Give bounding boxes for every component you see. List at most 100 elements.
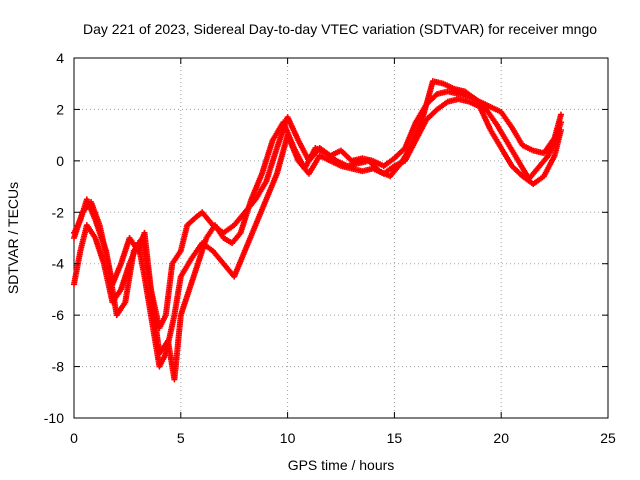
interpolated-markers xyxy=(71,211,85,240)
interpolated-markers xyxy=(249,172,265,201)
interpolated-markers xyxy=(499,146,514,168)
interpolated-markers xyxy=(92,236,107,265)
interpolated-markers xyxy=(402,121,419,150)
interpolated-markers xyxy=(242,223,258,253)
interpolated-markers xyxy=(484,107,499,127)
interpolated-markers xyxy=(139,236,154,291)
interpolated-markers xyxy=(270,120,286,142)
interpolated-markers xyxy=(306,154,322,176)
interpolated-markers xyxy=(419,79,436,121)
interpolated-markers xyxy=(263,172,280,201)
x-tick-label: 5 xyxy=(177,430,185,446)
interpolated-markers xyxy=(178,223,190,253)
interpolated-markers xyxy=(477,105,493,132)
x-tick-label: 25 xyxy=(600,430,616,446)
interpolated-markers xyxy=(499,110,514,129)
axis-ticks: 0 5 10 15 20 25 -10 -8 -6 -4 -2 0 2 4 xyxy=(44,50,616,446)
x-tick-label: 15 xyxy=(387,430,403,446)
interpolated-markers xyxy=(510,164,525,178)
interpolated-markers xyxy=(118,236,132,265)
y-tick-label: -2 xyxy=(52,204,65,220)
interpolated-markers xyxy=(435,99,450,112)
interpolated-markers xyxy=(467,99,482,109)
series-track-3 xyxy=(71,78,565,383)
interpolated-markers xyxy=(194,210,204,220)
interpolated-markers xyxy=(185,215,198,227)
interpolated-markers xyxy=(489,104,503,115)
interpolated-markers xyxy=(178,288,192,317)
interpolated-markers xyxy=(371,158,385,169)
interpolated-markers xyxy=(77,223,90,253)
interpolated-markers xyxy=(392,146,407,160)
interpolated-markers xyxy=(367,159,382,173)
interpolated-markers xyxy=(232,210,247,227)
grid xyxy=(74,58,608,418)
interpolated-markers xyxy=(442,81,456,91)
interpolated-markers xyxy=(263,146,280,183)
y-tick-label: 2 xyxy=(56,101,64,117)
interpolated-markers xyxy=(274,133,291,175)
interpolated-markers xyxy=(84,223,98,240)
data-point xyxy=(558,119,565,126)
y-tick-label: 0 xyxy=(56,153,64,169)
interpolated-markers xyxy=(329,158,343,169)
chart-title: Day 221 of 2023, Sidereal Day-to-day VTE… xyxy=(83,21,597,37)
interpolated-markers xyxy=(148,288,163,355)
interpolated-markers xyxy=(157,352,168,368)
interpolated-markers xyxy=(335,158,349,169)
interpolated-markers xyxy=(314,145,328,156)
interpolated-markers xyxy=(527,167,540,181)
x-axis-label: GPS time / hours xyxy=(288,457,395,473)
interpolated-markers xyxy=(171,275,184,317)
interpolated-markers xyxy=(296,139,312,163)
interpolated-markers xyxy=(545,133,560,157)
interpolated-markers xyxy=(463,89,478,102)
interpolated-markers xyxy=(222,223,236,235)
interpolated-markers xyxy=(409,118,425,147)
interpolated-markers xyxy=(253,180,269,201)
interpolated-markers xyxy=(531,174,546,186)
y-tick-label: -8 xyxy=(52,359,65,375)
interpolated-markers xyxy=(211,249,226,266)
interpolated-markers xyxy=(318,153,332,163)
interpolated-markers xyxy=(388,161,403,178)
data-point xyxy=(558,111,565,118)
interpolated-markers xyxy=(339,148,354,163)
interpolated-markers xyxy=(324,151,339,163)
interpolated-markers xyxy=(213,223,226,240)
interpolated-markers xyxy=(186,262,201,291)
interpolated-markers xyxy=(494,123,510,145)
interpolated-markers xyxy=(302,146,318,170)
interpolated-markers xyxy=(281,121,297,150)
interpolated-markers xyxy=(285,115,301,142)
y-tick-label: -4 xyxy=(52,256,65,272)
x-tick-label: 10 xyxy=(280,430,296,446)
interpolated-markers xyxy=(238,198,254,235)
interpolated-markers xyxy=(97,223,111,265)
interpolated-markers xyxy=(382,156,396,168)
interpolated-markers xyxy=(122,249,137,304)
interpolated-markers xyxy=(114,300,128,317)
y-tick-label: -6 xyxy=(52,307,65,323)
interpolated-markers xyxy=(259,139,276,175)
y-tick-label: -10 xyxy=(44,410,64,426)
interpolated-markers xyxy=(105,262,120,317)
interpolated-markers xyxy=(488,128,504,150)
interpolated-markers xyxy=(516,159,531,181)
interpolated-markers xyxy=(171,313,184,381)
x-tick-label: 20 xyxy=(493,430,509,446)
data-marks xyxy=(71,78,565,383)
interpolated-markers xyxy=(231,249,248,278)
interpolated-markers xyxy=(509,126,525,147)
interpolated-markers xyxy=(200,210,215,227)
y-axis-label: SDTVAR / TECUs xyxy=(5,182,21,294)
interpolated-markers xyxy=(291,146,307,170)
interpolated-markers xyxy=(88,200,102,227)
interpolated-markers xyxy=(141,275,156,330)
interpolated-markers xyxy=(521,143,535,153)
interpolated-markers xyxy=(230,231,243,245)
interpolated-markers xyxy=(170,249,183,266)
interpolated-markers xyxy=(157,313,168,330)
interpolated-markers xyxy=(178,257,194,278)
